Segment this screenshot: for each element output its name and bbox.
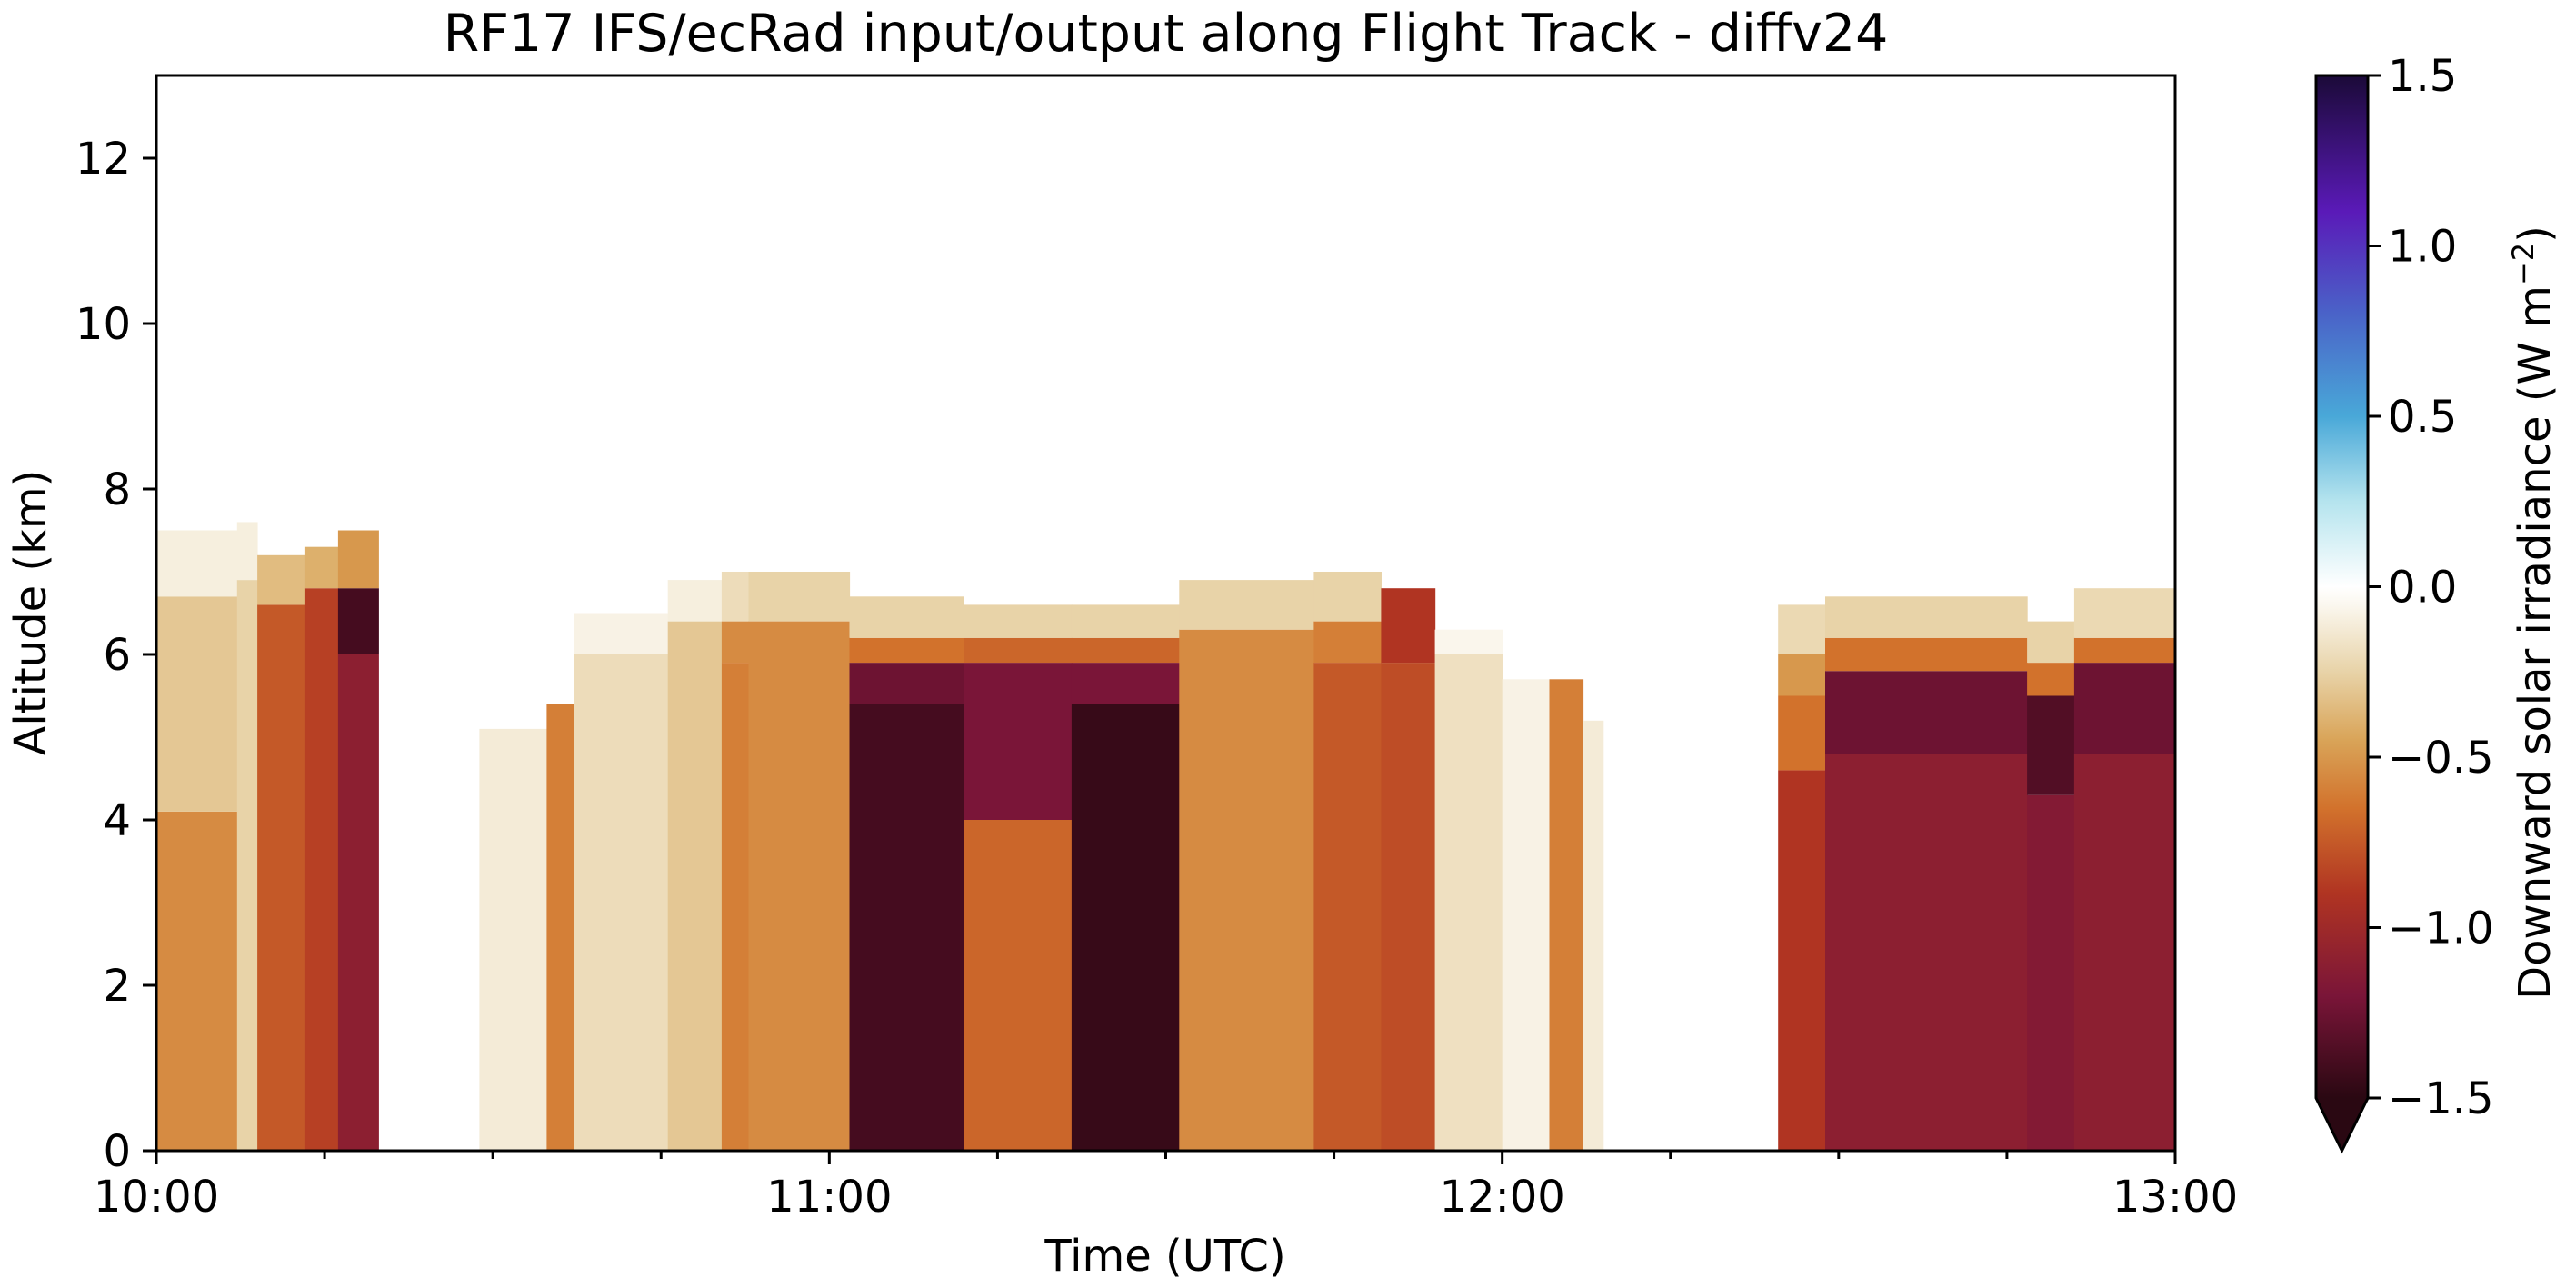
heatmap-cell (574, 613, 669, 654)
heatmap-cell (748, 572, 851, 622)
heatmap-cell (1179, 580, 1314, 630)
y-tick-label: 6 (103, 630, 131, 681)
heatmap-cell (1071, 637, 1180, 664)
heatmap-cell (1825, 671, 2028, 754)
heatmap-cell (337, 588, 379, 654)
x-tick-label: 13:00 (2112, 1172, 2238, 1223)
heatmap-cell (1502, 679, 1551, 1151)
heatmap-cell (1825, 637, 2028, 672)
heatmap-cell (1778, 604, 1826, 654)
heatmap-cell (849, 704, 964, 1151)
colorbar-tick-label: 1.5 (2388, 51, 2457, 102)
heatmap-cell (1825, 754, 2028, 1151)
heatmap-cell (304, 588, 339, 1151)
colorbar-tick-label: −1.0 (2388, 904, 2494, 954)
heatmap-cell (2027, 794, 2075, 1151)
heatmap-cell (1071, 663, 1180, 704)
heatmap-cell (667, 580, 723, 622)
y-tick-label: 2 (103, 961, 131, 1012)
colorbar-label: Downward solar irradiance (W m−2) (2506, 225, 2561, 1000)
heatmap-cell (1583, 720, 1604, 1151)
heatmap-cell (1549, 679, 1584, 1151)
heatmap-cell (1434, 654, 1503, 1151)
y-axis-label: Altitude (km) (5, 470, 56, 756)
heatmap-cell (964, 663, 1073, 820)
heatmap-cell (337, 530, 379, 589)
heatmap-cell (156, 596, 238, 812)
heatmap-cell (2073, 754, 2175, 1151)
heatmap-cell (156, 811, 238, 1151)
heatmap-cell (849, 596, 964, 638)
heatmap-cell (236, 522, 258, 581)
heatmap-cell (236, 580, 258, 1151)
heatmap-cell (667, 621, 723, 1151)
heatmap-cell (1313, 663, 1382, 1151)
heatmap-cell (1434, 629, 1503, 654)
heatmap-cell (1179, 629, 1314, 1151)
x-tick-label: 11:00 (766, 1172, 892, 1223)
heatmap-cell (1071, 604, 1180, 638)
heatmap-cell (1381, 663, 1436, 1151)
y-tick-label: 8 (103, 464, 131, 515)
heatmap-cell (479, 728, 547, 1151)
heatmap-cell (849, 637, 964, 664)
heatmap-cell (721, 572, 750, 622)
y-axis: 0 2 4 6 8 10 12 (75, 134, 156, 1177)
heatmap-cell (2073, 588, 2175, 638)
colorbar-tick-label: −0.5 (2388, 733, 2494, 784)
colorbar-tick-label: 0.0 (2388, 563, 2457, 614)
colorbar-fill (2316, 75, 2368, 1098)
heatmap-cell (574, 654, 669, 1151)
heatmap-cell (748, 621, 851, 1151)
colorbar-extend-min (2316, 1098, 2368, 1151)
heatmap-cells (156, 522, 2175, 1151)
x-axis-label: Time (UTC) (1043, 1231, 1285, 1282)
heatmap-cell (2027, 621, 2075, 664)
heatmap-cell (1825, 596, 2028, 638)
heatmap-cell (2027, 695, 2075, 795)
x-tick-label: 10:00 (94, 1172, 219, 1223)
y-tick-label: 10 (75, 299, 131, 350)
x-tick-label: 12:00 (1440, 1172, 1565, 1223)
heatmap-cell (1313, 621, 1382, 664)
heatmap-cell (1778, 770, 1826, 1151)
heatmap-cell (849, 663, 964, 704)
heatmap-cell (546, 704, 574, 1151)
colorbar-ticks: −1.5 −1.0 −0.5 0.0 0.5 1.0 1.5 (2368, 51, 2494, 1124)
heatmap-cell (964, 637, 1073, 664)
heatmap-cell (964, 820, 1073, 1151)
heatmap-cell (1778, 654, 1826, 696)
heatmap-cell (1778, 695, 1826, 771)
y-tick-label: 0 (103, 1126, 131, 1177)
heatmap-cell (257, 604, 305, 1151)
heatmap-cell (2073, 663, 2175, 754)
heatmap-cell (257, 554, 305, 605)
heatmap-cell (1313, 572, 1382, 622)
x-axis: 10:00 11:00 12:00 13:00 (94, 1151, 2238, 1223)
colorbar-tick-label: 1.0 (2388, 222, 2457, 273)
heatmap-cell (2073, 637, 2175, 664)
heatmap-cell (1071, 704, 1180, 1151)
heatmap-cell (2027, 663, 2075, 696)
colorbar: −1.5 −1.0 −0.5 0.0 0.5 1.0 1.5 Downward solar … (2314, 51, 2561, 1154)
heatmap-cell (156, 530, 238, 597)
heatmap-cell (964, 604, 1073, 638)
heatmap-cell (1381, 588, 1436, 664)
colorbar-tick-label: 0.5 (2388, 392, 2457, 443)
y-tick-label: 4 (103, 795, 131, 846)
chart-title: RF17 IFS/ecRad input/output along Flight… (443, 4, 1889, 64)
heatmap-cell (337, 654, 379, 1151)
y-tick-label: 12 (75, 134, 131, 185)
heatmap-cell (721, 663, 750, 1151)
colorbar-tick-label: −1.5 (2388, 1073, 2494, 1124)
heatmap-cell (721, 621, 750, 664)
heatmap-cell (304, 546, 339, 589)
